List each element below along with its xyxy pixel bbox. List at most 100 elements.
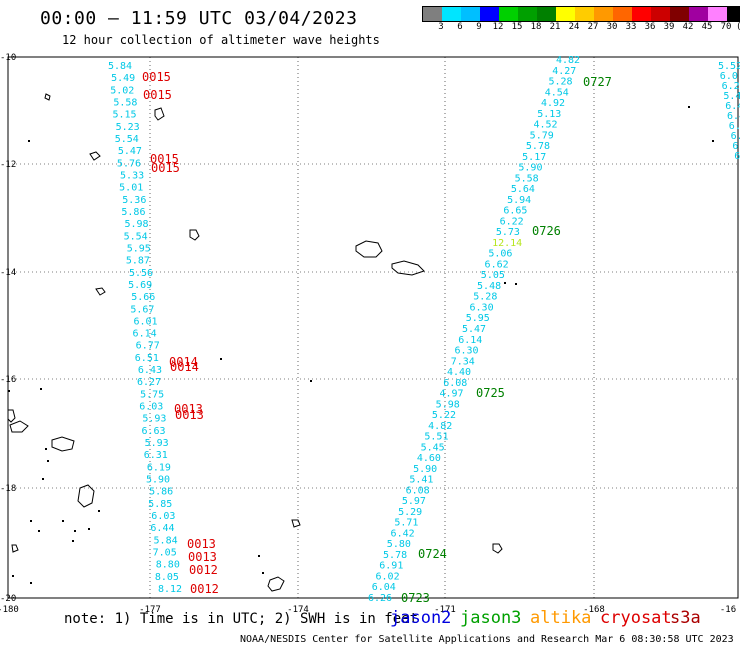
islet-dot <box>515 283 517 285</box>
island-outline <box>9 420 29 433</box>
wave-height-value: 5.13 <box>537 109 561 120</box>
legend-swatch <box>594 7 613 21</box>
wave-height-value: 6.08 <box>443 378 467 389</box>
y-tick-label: -16 <box>0 375 16 385</box>
wave-height-value: 5.58 <box>113 97 137 108</box>
island-outline <box>77 484 95 508</box>
island-outline <box>154 107 165 121</box>
pass-time-label: 0723 <box>401 591 430 605</box>
wave-height-value: 6.02 <box>376 571 400 582</box>
pass-time-label: 0015 <box>143 88 172 102</box>
wave-height-value: 5.28 <box>548 77 572 88</box>
wave-height-value: 5.84 <box>108 61 132 72</box>
wave-height-value: 5.75 <box>140 389 164 400</box>
wave-height-value: 5.85 <box>148 499 172 510</box>
wave-height-value: 5.78 <box>526 141 550 152</box>
legend-swatch <box>575 7 594 21</box>
island-outline <box>492 543 503 554</box>
island-outline <box>189 229 200 241</box>
y-tick-label: -18 <box>0 484 16 494</box>
islet-dot <box>8 390 10 392</box>
wave-height-value: 4.60 <box>417 453 441 464</box>
legend-swatch <box>537 7 556 21</box>
wave-height-value: 5.15 <box>112 110 136 121</box>
wave-height-value: 6.03 <box>151 511 175 522</box>
wave-height-value: 6.42 <box>391 528 415 539</box>
wave-height-value: 5.02 <box>110 85 134 96</box>
legend-swatch <box>423 7 442 21</box>
y-tick-label: -20 <box>0 594 16 604</box>
x-tick-label: -168 <box>583 605 605 615</box>
island-outline <box>51 436 75 452</box>
wave-height-value: 6.0 <box>731 131 740 142</box>
wave-height-value: 6.4 <box>725 101 740 112</box>
map-border <box>7 56 739 599</box>
island-outline <box>391 260 425 276</box>
islet-dot <box>98 510 100 512</box>
islet-dot <box>40 388 42 390</box>
small-islets <box>8 106 714 584</box>
wave-height-value: 5.45 <box>421 442 445 453</box>
wave-height-value: 6.51 <box>135 353 159 364</box>
wave-height-value: 6.04 <box>372 582 396 593</box>
wave-height-value: 5.48 <box>477 281 501 292</box>
wave-height-value: 4.27 <box>552 66 576 77</box>
legend-label: 15 <box>511 22 523 32</box>
wave-height-value: 6.03 <box>139 402 163 413</box>
wave-height-value: 8.05 <box>155 572 179 583</box>
island-outlines <box>7 93 503 592</box>
wave-height-value: 6.14 <box>458 335 482 346</box>
wave-height-value: 5.95 <box>127 243 151 254</box>
wave-height-value: 6.4 <box>727 111 740 122</box>
wave-height-value: 6.2 <box>729 121 740 132</box>
legend-label: 12 <box>492 22 504 32</box>
wave-height-value: 6.01 <box>133 316 157 327</box>
legend-swatch <box>651 7 670 21</box>
x-tick-label: -177 <box>139 605 161 615</box>
wave-height-value: 5.87 <box>126 256 150 267</box>
wave-height-value: 5.95 <box>466 313 490 324</box>
legend-swatch <box>727 7 740 21</box>
wave-height-value: 5.69 <box>128 280 152 291</box>
pass-time-label: 0013 <box>188 550 217 564</box>
wave-height-value: 6.2 <box>722 81 740 92</box>
wave-height-value: 5.90 <box>146 475 170 486</box>
islet-dot <box>30 582 32 584</box>
island-outline <box>95 287 106 296</box>
map-grid <box>8 57 738 598</box>
pass-time-label: 0724 <box>418 547 447 561</box>
wave-height-value: 6.14 <box>133 329 157 340</box>
wave-height-value: 5.4 <box>723 91 740 102</box>
wave-height-value: 6.22 <box>500 216 524 227</box>
legend-swatch <box>461 7 480 21</box>
track-east: 4.824.275.284.544.925.134.525.795.785.17… <box>368 55 580 604</box>
wave-height-value: 5.52 <box>718 61 740 72</box>
wave-height-value: 8.12 <box>158 584 182 595</box>
wave-height-value: 5.33 <box>120 170 144 181</box>
x-tick-label: -174 <box>287 605 309 615</box>
satellite-jason3: jason3 <box>460 608 522 628</box>
legend-label: 45 <box>701 22 713 32</box>
legend-swatch <box>518 7 537 21</box>
legend-label: 3 <box>438 22 444 32</box>
islet-dot <box>42 478 44 480</box>
islet-dot <box>262 572 264 574</box>
track-west-times: 0015001500150015001400140013001300130013… <box>142 70 219 596</box>
island-outline <box>291 519 301 528</box>
page-subtitle: 12 hour collection of altimeter wave hei… <box>62 33 380 47</box>
wave-height-value: 5.71 <box>394 518 418 529</box>
wave-height-value: 8.80 <box>156 560 180 571</box>
wave-height-value: 6.62 <box>485 259 509 270</box>
legend-swatch <box>480 7 499 21</box>
islet-dot <box>30 520 32 522</box>
island-outline <box>355 240 383 258</box>
legend-swatch <box>689 7 708 21</box>
wave-height-value: 5.47 <box>118 146 142 157</box>
legend-swatch <box>556 7 575 21</box>
wave-height-value: 5.49 <box>111 73 135 84</box>
wave-height-value: 5.54 <box>124 231 148 242</box>
wave-height-value: 5.80 <box>387 539 411 550</box>
wave-height-value: 5.97 <box>402 496 426 507</box>
wave-height-value: 6.30 <box>470 302 494 313</box>
